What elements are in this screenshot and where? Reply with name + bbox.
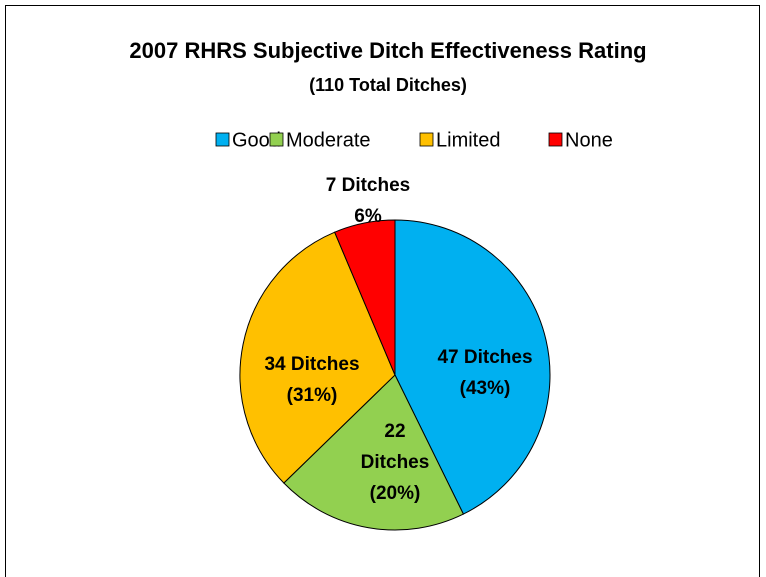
legend-swatch (419, 132, 434, 147)
legend-label: Limited (436, 129, 500, 151)
legend-label: Moderate (286, 129, 371, 151)
chart-title: 2007 RHRS Subjective Ditch Effectiveness… (129, 38, 646, 63)
pie-slice (394, 219, 551, 515)
data-label: 7 Ditches (326, 175, 410, 196)
legend-label: Good (232, 129, 281, 151)
data-label: (31%) (287, 385, 338, 406)
data-label: Ditches (361, 452, 430, 473)
pie-slice (239, 231, 396, 484)
pie-slice (283, 374, 465, 531)
legend-swatch (215, 132, 230, 147)
data-label: 34 Ditches (264, 354, 359, 375)
chart-subtitle: (110 Total Ditches) (309, 75, 467, 95)
data-label: (20%) (370, 483, 421, 504)
legend-swatch (548, 132, 563, 147)
data-label: 47 Ditches (437, 347, 532, 368)
data-label: (43%) (460, 378, 511, 399)
legend-label: None (565, 129, 613, 151)
data-label: 6% (354, 206, 382, 227)
legend-swatch (269, 132, 284, 147)
pie-slice (334, 219, 396, 376)
data-label: 22 (384, 421, 405, 442)
